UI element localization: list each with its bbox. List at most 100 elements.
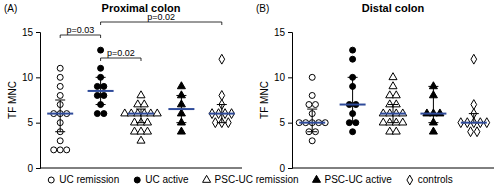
point (389, 73, 397, 80)
group (296, 74, 328, 143)
point (94, 111, 100, 117)
point (468, 127, 474, 137)
plot-area (47, 47, 235, 153)
tick-label: 15 (22, 27, 34, 38)
error-bar-stem (312, 109, 313, 132)
point (94, 83, 100, 89)
median (128, 113, 154, 115)
error-bar-stem (433, 86, 434, 122)
group (121, 91, 162, 143)
group (458, 54, 490, 136)
median (340, 104, 366, 106)
point (57, 138, 63, 144)
legend-symbol (203, 175, 211, 182)
point (137, 136, 145, 143)
point (57, 92, 63, 98)
tick: 0 (27, 163, 40, 174)
tick: 15 (22, 27, 40, 38)
tick-mark (288, 123, 292, 124)
tick-label: 0 (27, 163, 33, 174)
error-bar-cap (176, 95, 186, 96)
panel: 051015TF MNC(B)Distal colon (256, 2, 494, 174)
median (168, 108, 194, 110)
median (299, 122, 325, 124)
tick-label: 5 (279, 117, 285, 128)
y-axis-title: TF MNC (259, 81, 270, 119)
point (57, 65, 63, 71)
tick-label: 0 (279, 163, 285, 174)
y-axis-title: TF MNC (7, 81, 18, 119)
tick-mark (36, 168, 40, 169)
annotation: p=0.02 (107, 48, 135, 58)
tick-mark (36, 77, 40, 78)
point (143, 127, 151, 134)
error-bar (469, 114, 479, 123)
point (312, 102, 318, 108)
tick-label: 5 (27, 117, 33, 128)
tick-mark (288, 168, 292, 169)
error-bar-cap (217, 104, 227, 105)
legend-label: UC remission (59, 174, 119, 185)
error-bar-cap (469, 113, 479, 114)
error-bar-cap (136, 109, 146, 110)
point (101, 83, 107, 89)
median (88, 90, 114, 92)
point (94, 92, 100, 98)
point (399, 118, 407, 125)
bracket-line (60, 35, 100, 38)
median (47, 113, 73, 115)
error-bar-stem (352, 77, 353, 122)
median (380, 113, 406, 115)
panel-label: (A) (4, 3, 17, 14)
error-bar-cap (307, 131, 317, 132)
error-bar-cap (96, 77, 106, 78)
group (340, 47, 366, 135)
error-bar-cap (428, 86, 438, 87)
point (399, 109, 407, 116)
tick: 10 (274, 72, 292, 83)
tick-mark (288, 77, 292, 78)
legend-item: PSC-UC active (312, 174, 392, 185)
point (306, 102, 312, 108)
point (389, 82, 397, 89)
tick-mark (36, 123, 40, 124)
y-axis: 0 5 10 15 (22, 27, 41, 174)
point (51, 147, 57, 153)
error-bar-cap (388, 122, 398, 123)
error-bar-cap (96, 104, 106, 105)
point (140, 100, 148, 107)
point (57, 74, 63, 80)
point (143, 118, 151, 125)
point (57, 83, 63, 89)
median (209, 113, 235, 115)
x-axis-line (40, 168, 242, 169)
point (57, 147, 63, 153)
point (177, 127, 185, 134)
tick: 5 (279, 117, 292, 128)
error-bar-cap (217, 122, 227, 123)
tick-label: 10 (22, 72, 34, 83)
error-bar-cap (348, 77, 358, 78)
axis-line (36, 33, 41, 169)
point (153, 109, 161, 116)
point (392, 127, 400, 134)
bracket-line (101, 58, 141, 61)
error-bar-cap (55, 100, 65, 101)
error-bar-stem (60, 100, 61, 132)
legend-item: controls (407, 174, 453, 185)
point (137, 91, 145, 98)
title: Distal colon (362, 2, 425, 14)
annotation: p=0.03 (67, 25, 95, 35)
point (436, 109, 444, 116)
y-axis: 0 5 10 15 (274, 27, 293, 174)
tick-label: 15 (274, 27, 286, 38)
legend-symbol (134, 177, 140, 183)
legend-label: UC active (145, 174, 189, 185)
legend-symbol (312, 175, 320, 182)
group (168, 82, 194, 134)
error-bar-cap (136, 122, 146, 123)
point (101, 111, 107, 117)
point (177, 82, 185, 89)
point (309, 74, 315, 80)
point (392, 91, 400, 98)
